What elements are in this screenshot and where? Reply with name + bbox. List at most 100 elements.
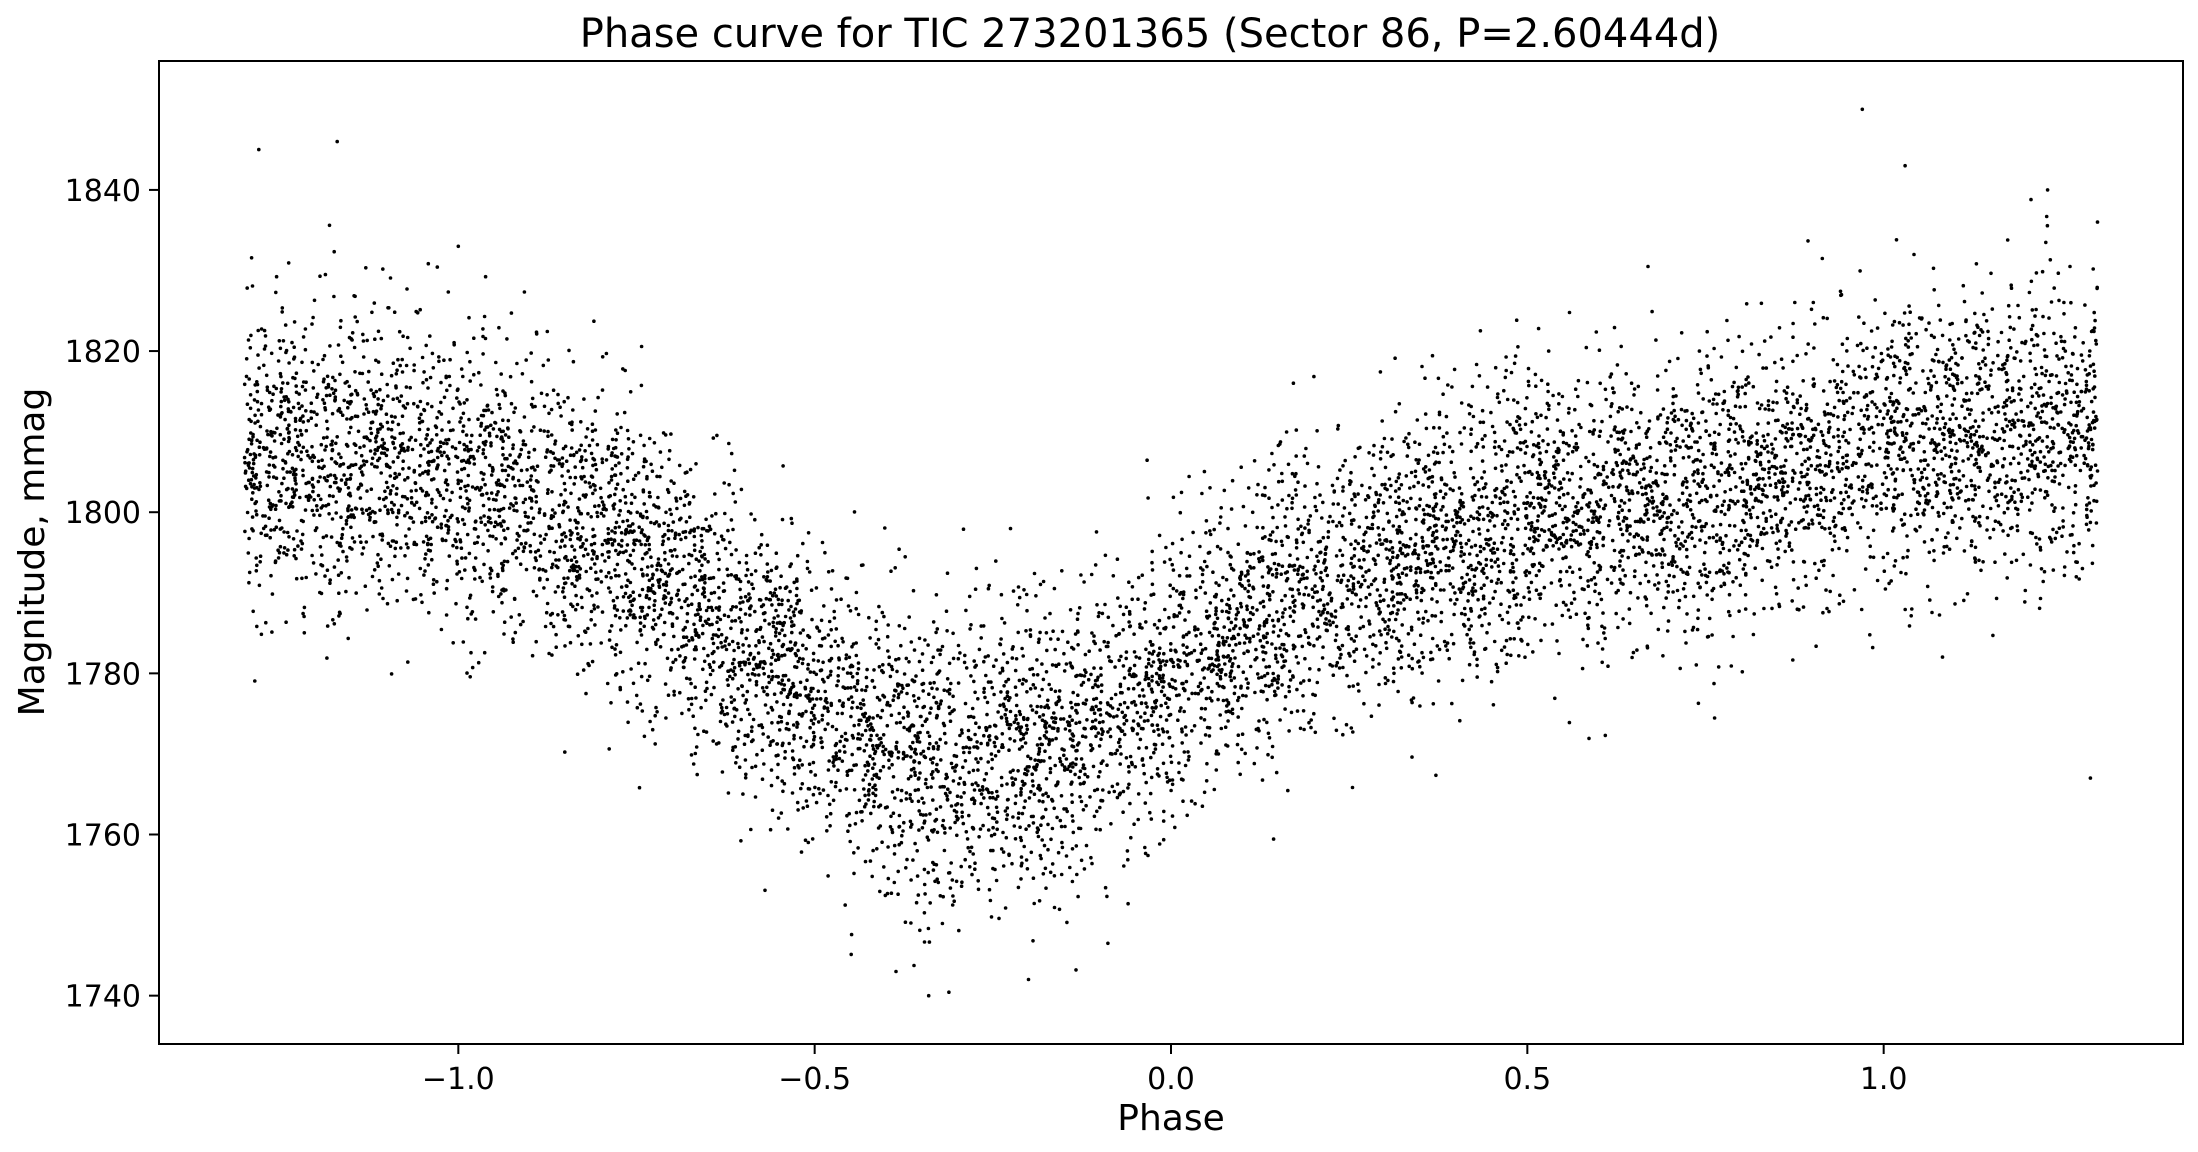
data-point: [1134, 655, 1138, 659]
data-point: [1183, 688, 1187, 692]
data-point: [1353, 503, 1357, 507]
data-point: [1595, 464, 1600, 469]
data-point: [1341, 535, 1345, 540]
data-point: [257, 366, 261, 370]
data-point: [1827, 526, 1832, 531]
data-point: [1271, 837, 1276, 841]
data-point: [1099, 673, 1103, 677]
data-point: [571, 408, 575, 412]
data-point: [836, 643, 840, 648]
data-point: [1730, 384, 1735, 389]
data-point: [1410, 656, 1414, 661]
data-point: [596, 605, 600, 609]
data-point: [1587, 600, 1592, 605]
data-point: [391, 441, 396, 446]
data-point: [702, 586, 706, 591]
data-point: [776, 614, 780, 618]
data-point: [1004, 835, 1009, 840]
data-point: [606, 444, 611, 449]
data-point: [1775, 523, 1779, 528]
data-point: [1865, 488, 1869, 492]
data-point: [1434, 583, 1438, 588]
data-point: [468, 593, 473, 598]
data-point: [1554, 501, 1559, 505]
data-point: [394, 372, 399, 376]
data-point: [497, 325, 501, 330]
data-point: [2050, 503, 2054, 507]
data-point: [1204, 519, 1209, 523]
data-point: [1335, 578, 1340, 583]
data-point: [1438, 588, 1443, 592]
data-point: [1888, 399, 1893, 404]
data-point: [631, 477, 636, 482]
data-point: [1694, 525, 1698, 529]
data-point: [590, 659, 595, 664]
data-point: [1152, 750, 1156, 755]
data-point: [1538, 596, 1542, 601]
data-point: [690, 637, 695, 642]
data-point: [1655, 513, 1659, 517]
data-point: [362, 397, 367, 401]
data-point: [1317, 635, 1322, 639]
data-point: [524, 567, 529, 572]
data-point: [347, 575, 351, 580]
data-point: [750, 725, 754, 729]
data-point: [1436, 376, 1441, 381]
data-point: [1524, 506, 1528, 511]
data-point: [967, 750, 972, 755]
data-point: [1597, 348, 1602, 353]
data-point: [583, 547, 588, 552]
data-point: [282, 551, 286, 555]
data-point: [927, 734, 932, 738]
data-point: [420, 489, 425, 493]
data-point: [767, 674, 771, 679]
data-point: [506, 526, 510, 531]
data-point: [1755, 438, 1759, 443]
data-point: [1784, 534, 1788, 538]
data-point: [1570, 428, 1574, 433]
data-point: [439, 627, 444, 632]
data-point: [770, 655, 774, 660]
data-point: [1059, 824, 1064, 829]
data-point: [1479, 586, 1484, 591]
data-point: [1819, 498, 1823, 503]
data-point: [1603, 503, 1608, 508]
data-point: [1397, 472, 1402, 476]
data-point: [1988, 473, 1992, 477]
data-point: [1759, 451, 1763, 456]
data-point: [651, 573, 655, 577]
data-point: [617, 542, 621, 547]
data-point: [1940, 431, 1945, 436]
data-point: [639, 567, 644, 572]
data-point: [1973, 493, 1978, 497]
data-point: [1662, 605, 1666, 610]
data-point: [880, 708, 885, 713]
data-point: [1273, 653, 1278, 658]
data-point: [1003, 696, 1007, 701]
data-point: [1490, 565, 1494, 569]
data-point: [1265, 617, 1269, 622]
data-point: [523, 497, 528, 502]
data-point: [2028, 351, 2032, 356]
data-point: [1306, 641, 1311, 645]
data-point: [742, 742, 747, 746]
data-point: [713, 492, 717, 496]
data-point: [1953, 514, 1957, 518]
data-point: [243, 460, 247, 465]
data-point: [775, 700, 779, 704]
data-point: [1899, 518, 1904, 522]
data-point: [1669, 449, 1673, 453]
data-point: [2073, 446, 2077, 450]
data-point: [1396, 563, 1401, 567]
data-point: [1862, 505, 1866, 509]
data-point: [301, 420, 306, 424]
data-point: [1020, 811, 1025, 816]
data-point: [877, 664, 882, 669]
data-point: [400, 370, 405, 374]
data-point: [1795, 353, 1799, 358]
data-point: [1945, 505, 1949, 510]
data-point: [907, 660, 911, 664]
data-point: [374, 389, 379, 394]
data-point: [1650, 309, 1654, 314]
data-point: [1527, 383, 1531, 388]
